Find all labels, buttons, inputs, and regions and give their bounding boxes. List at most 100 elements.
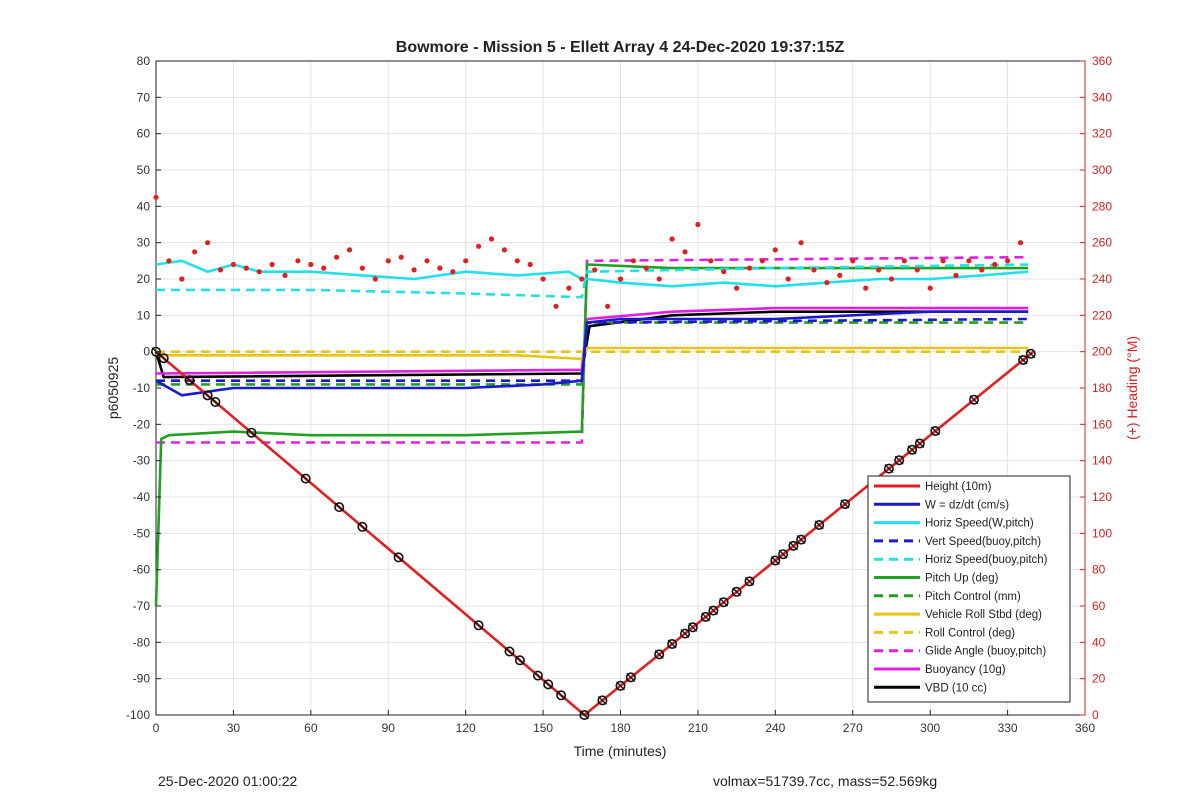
legend-label-0: Height (10m)	[925, 481, 992, 493]
height-marker-cross	[814, 520, 824, 530]
heading-point	[476, 243, 482, 249]
heading-point	[1017, 240, 1024, 246]
y-tick-label: 10	[137, 308, 151, 322]
y-tick-label: -50	[133, 526, 151, 540]
height-marker	[708, 605, 719, 616]
heading-point	[334, 254, 340, 260]
x-tick-label: 210	[688, 721, 708, 735]
heading-point	[540, 276, 546, 282]
height-marker-cross	[680, 629, 690, 639]
height-marker-cross	[1018, 355, 1028, 365]
heading-point	[346, 247, 353, 253]
x-tick-label: 150	[533, 721, 553, 735]
x-axis-label: Time (minutes)	[574, 743, 667, 759]
chart-title: Bowmore - Mission 5 - Ellett Array 4 24-…	[396, 39, 845, 56]
heading-point	[656, 276, 662, 282]
y-right-tick-label: 60	[1092, 599, 1106, 613]
legend-label-2: Horiz Speed(W,pitch)	[925, 518, 1034, 530]
footer-timestamp: 25-Dec-2020 01:00:22	[158, 773, 298, 789]
height-marker-cross	[474, 620, 484, 630]
heading-point	[527, 261, 533, 268]
height-marker	[473, 620, 484, 631]
heading-point	[772, 247, 778, 253]
heading-point	[992, 261, 998, 268]
x-tick-label: 360	[1075, 721, 1095, 735]
height-marker	[718, 597, 729, 608]
height-marker	[184, 375, 195, 386]
y-tick-label: 30	[137, 236, 151, 250]
height-marker	[667, 638, 678, 649]
height-marker-cross	[579, 710, 589, 720]
x-tick-label: 60	[304, 721, 318, 735]
height-marker-cross	[247, 428, 256, 438]
y-right-tick-label: 220	[1092, 308, 1112, 322]
heading-point	[411, 267, 417, 273]
height-marker-cross	[745, 576, 754, 586]
heading-point	[205, 240, 211, 246]
heading-point	[682, 249, 688, 255]
height-marker-cross	[770, 556, 780, 565]
heading-point	[463, 258, 469, 264]
height-marker-cross	[667, 639, 677, 649]
legend-label-10: Buoyancy (10g)	[925, 664, 1006, 676]
y-tick-label: 60	[137, 127, 151, 141]
height-marker	[210, 396, 221, 407]
height-marker-cross	[894, 455, 904, 465]
y-right-tick-label: 360	[1092, 54, 1112, 68]
height-marker	[778, 549, 789, 560]
heading-point	[824, 280, 830, 286]
x-tick-label: 90	[382, 721, 396, 735]
heading-point	[940, 258, 946, 264]
height-marker-cross	[505, 647, 514, 656]
heading-point	[179, 276, 185, 282]
y-right-tick-label: 180	[1092, 381, 1112, 395]
heading-point	[359, 265, 365, 271]
height-marker	[914, 438, 925, 449]
height-marker-cross	[626, 672, 636, 682]
x-tick-label: 30	[227, 721, 241, 735]
heading-point	[192, 249, 198, 255]
x-tick-label: 330	[998, 721, 1018, 735]
heading-point	[553, 303, 559, 309]
height-marker	[158, 353, 169, 364]
height-marker-cross	[185, 375, 194, 385]
height-marker-cross	[796, 535, 806, 545]
x-tick-label: 240	[765, 721, 785, 735]
height-marker	[532, 670, 543, 681]
height-marker-cross	[1026, 349, 1036, 359]
height-marker	[514, 655, 525, 666]
legend-box	[867, 475, 1071, 703]
heading-point	[695, 221, 701, 228]
heading-point	[1005, 258, 1011, 264]
heading-point	[785, 276, 791, 282]
x-tick-label: 270	[843, 721, 863, 735]
height-marker-cross	[915, 439, 925, 448]
height-marker	[300, 473, 311, 484]
heading-point	[966, 258, 972, 264]
height-marker	[968, 394, 979, 405]
heading-point	[256, 269, 262, 275]
y-tick-label: 80	[137, 54, 151, 68]
height-marker	[504, 646, 515, 657]
y-axis-label-right: (+) Heading (°M)	[1124, 336, 1140, 440]
heading-point	[953, 272, 959, 278]
y-right-tick-label: 300	[1092, 163, 1112, 177]
y-axis-label: p6050925	[105, 357, 121, 420]
height-marker	[1018, 354, 1029, 365]
height-marker	[687, 622, 698, 633]
height-marker	[579, 709, 590, 720]
height-marker-cross	[301, 474, 311, 484]
heading-point	[153, 194, 159, 200]
heading-point	[837, 272, 843, 278]
height-marker-cross	[543, 679, 553, 689]
height-marker	[814, 519, 825, 530]
height-marker-cross	[788, 541, 798, 551]
y-tick-label: -90	[133, 672, 151, 686]
height-marker-cross	[708, 606, 718, 616]
series-line-4	[156, 263, 1029, 299]
height-marker	[679, 628, 690, 639]
height-marker	[731, 586, 742, 597]
height-marker-cross	[654, 649, 664, 659]
heading-point	[579, 276, 585, 282]
x-tick-label: 180	[610, 721, 630, 735]
